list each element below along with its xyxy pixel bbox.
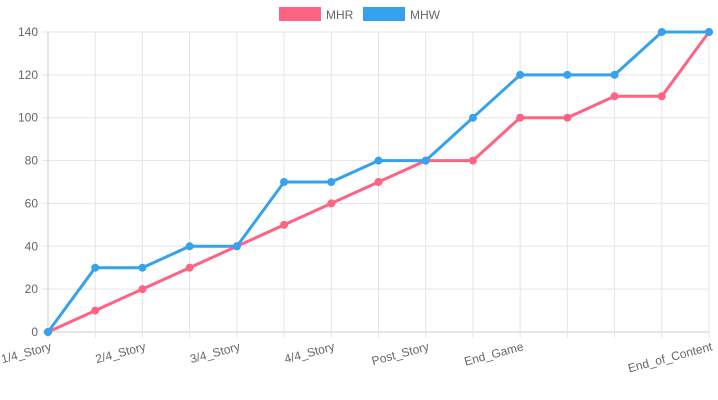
x-tick-label: 4/4_Story [283,339,336,366]
y-tick-label: 20 [25,282,39,296]
data-point-mhw[interactable] [44,328,52,336]
legend-swatch-mhw[interactable] [363,7,405,21]
data-point-mhr[interactable] [91,306,100,315]
data-point-mhw[interactable] [421,156,430,165]
data-point-mhw[interactable] [563,70,572,79]
data-point-mhw[interactable] [185,242,194,251]
data-point-mhr[interactable] [280,220,289,229]
data-point-mhr[interactable] [563,113,572,122]
data-point-mhr[interactable] [327,199,336,208]
data-point-mhw[interactable] [280,178,289,186]
data-point-mhr[interactable] [610,92,619,101]
legend-label-mhr[interactable]: MHR [326,8,354,22]
x-tick-label: 1/4_Story [0,339,53,366]
data-point-mhr[interactable] [516,113,525,122]
legend: MHR MHW [279,7,441,22]
data-point-mhw[interactable] [91,263,100,272]
data-point-mhr[interactable] [185,263,194,272]
legend-swatch-mhr[interactable] [279,7,321,21]
data-point-mhr[interactable] [138,285,147,294]
data-point-mhw[interactable] [468,113,477,122]
data-point-mhw[interactable] [610,70,619,79]
data-point-mhr[interactable] [468,156,477,165]
y-tick-label: 120 [18,68,38,82]
y-tick-label: 40 [25,239,39,253]
x-tick-label: 2/4_Story [94,339,147,366]
data-point-mhw[interactable] [374,156,383,165]
y-tick-label: 60 [25,196,39,210]
y-tick-label: 140 [18,25,38,39]
data-point-mhw[interactable] [138,263,147,272]
axes: 0 20 40 60 80 100 120 140 1/4_Story 2/4_Story 3/4_… [0,25,714,375]
x-tick-label: End_Game [463,339,526,368]
data-point-mhw[interactable] [657,28,666,36]
y-tick-label: 0 [31,325,38,339]
data-point-mhr[interactable] [657,92,666,101]
data-point-mhw[interactable] [232,242,241,251]
y-tick-label: 80 [25,154,39,168]
legend-label-mhw[interactable]: MHW [410,8,441,22]
x-tick-label: End_of_Content [626,339,714,375]
data-point-mhr[interactable] [374,178,383,186]
x-tick-label: Post_Story [370,339,430,368]
series-layer [44,28,713,336]
data-point-mhw[interactable] [705,28,713,36]
x-tick-label: 3/4_Story [188,339,241,366]
data-point-mhw[interactable] [516,70,525,79]
y-tick-label: 100 [18,111,38,125]
data-point-mhw[interactable] [327,178,336,186]
